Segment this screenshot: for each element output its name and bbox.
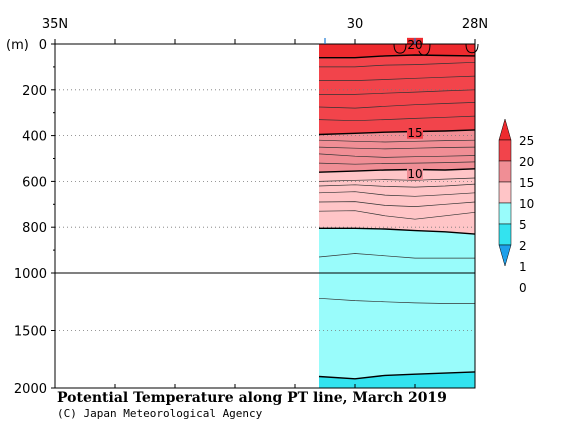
colorbar-label: 25 bbox=[519, 134, 534, 148]
minor-isotherm bbox=[318, 191, 476, 197]
colorbar-label: 2 bbox=[519, 239, 527, 253]
band-10-15 bbox=[319, 129, 475, 173]
surface-isotherm-loop bbox=[465, 43, 479, 54]
depth-label: 800 bbox=[22, 221, 47, 236]
depth-label: 0 bbox=[39, 38, 47, 53]
minor-isotherm bbox=[318, 177, 476, 182]
depth-label: 600 bbox=[22, 175, 47, 190]
contour-label-15: 15 bbox=[407, 126, 422, 140]
depth-label: 1500 bbox=[14, 325, 47, 340]
isotherm-lines: 20 15 10 bbox=[318, 37, 479, 380]
colorbar-swatch bbox=[498, 202, 512, 225]
colorbar-label: 20 bbox=[519, 155, 534, 169]
minor-isotherm bbox=[318, 297, 475, 304]
contour-label-bg bbox=[407, 125, 423, 139]
minor-isotherm bbox=[318, 139, 476, 143]
isotherm-5 bbox=[319, 227, 476, 235]
depth-axis: (m) 0 200 400 600 800 1000 1500 2000 bbox=[6, 38, 55, 397]
minor-isotherm bbox=[318, 146, 476, 150]
minor-isotherm bbox=[318, 115, 476, 122]
colorbar-swatch-top bbox=[498, 118, 512, 141]
contour-label-10: 10 bbox=[407, 167, 422, 181]
colorbar-label: 1 bbox=[519, 260, 527, 274]
lat-label: 35N bbox=[42, 17, 68, 32]
isotherm-10 bbox=[318, 168, 476, 173]
colorbar-swatch bbox=[498, 139, 512, 162]
band-1-2 bbox=[319, 371, 475, 388]
colorbar-swatch bbox=[498, 160, 512, 183]
band-2-5 bbox=[319, 228, 475, 379]
minor-isotherm bbox=[319, 89, 476, 95]
lat-label: 30 bbox=[347, 17, 364, 32]
isotherm-2 bbox=[318, 371, 476, 380]
colorbar-label: 5 bbox=[519, 218, 527, 232]
colorbar-label: 15 bbox=[519, 176, 534, 190]
minor-isotherm bbox=[318, 102, 476, 109]
band-20-25 bbox=[319, 44, 475, 58]
depth-unit-label: (m) bbox=[6, 38, 29, 53]
band-15-20 bbox=[319, 55, 475, 135]
latitude-axis: 35N 30 28N bbox=[42, 17, 488, 388]
minor-isotherm bbox=[318, 201, 476, 207]
colorbar-label: 10 bbox=[519, 197, 534, 211]
depth-label: 200 bbox=[22, 84, 47, 99]
depth-label: 1000 bbox=[14, 267, 47, 282]
contour-label-20: 20 bbox=[407, 38, 422, 52]
colorbar-swatch bbox=[498, 181, 512, 204]
minor-isotherm bbox=[319, 61, 476, 68]
surface-isotherm-loop bbox=[393, 43, 407, 54]
depth-label: 400 bbox=[22, 130, 47, 145]
minor-isotherm bbox=[318, 253, 475, 259]
chart-title: Potential Temperature along PT line, Mar… bbox=[57, 390, 447, 406]
colorbar-swatch-bottom bbox=[498, 244, 512, 267]
colorbar-label: 0 bbox=[519, 281, 527, 295]
isotherm-15 bbox=[318, 129, 476, 136]
minor-isotherm bbox=[318, 153, 476, 158]
lat-label: 28N bbox=[462, 17, 488, 32]
minor-isotherm bbox=[318, 161, 476, 165]
isotherm-20 bbox=[319, 54, 476, 59]
temperature-bands bbox=[319, 44, 475, 388]
minor-isotherm bbox=[318, 210, 476, 220]
depth-label: 2000 bbox=[14, 382, 47, 397]
colorbar-swatch bbox=[498, 223, 512, 246]
minor-isotherm bbox=[319, 75, 476, 81]
contour-label-bg bbox=[407, 166, 423, 180]
plot-border bbox=[54, 43, 476, 389]
credit-text: (C) Japan Meteorological Agency bbox=[57, 407, 263, 420]
minor-isotherm bbox=[318, 183, 476, 188]
plot-frame bbox=[54, 43, 476, 389]
